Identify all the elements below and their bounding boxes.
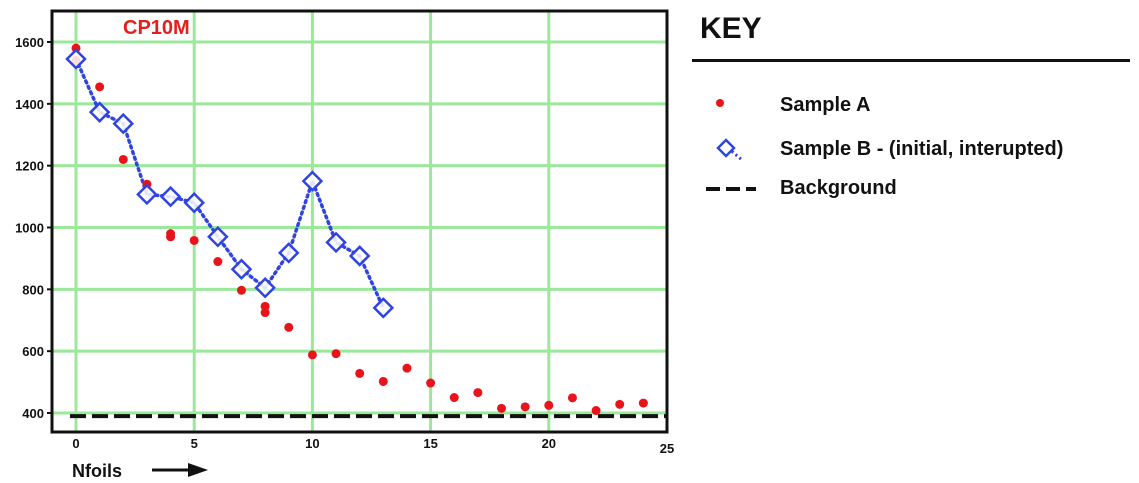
- sample-b-point-8: [254, 277, 276, 299]
- sample-a-point-19: [449, 393, 459, 403]
- legend-diamond-icon: [716, 138, 743, 162]
- sample-b-points: [65, 48, 395, 319]
- x-axis-ticks: 0 5 10 15 20 25: [72, 436, 674, 456]
- y-tick-label-1000: 1000: [15, 221, 44, 236]
- legend-dashed-line-icon: [706, 187, 756, 191]
- sample-a-point-16: [378, 376, 388, 386]
- sample-b-point-13: [372, 297, 395, 319]
- y-tick-label-1600: 1600: [15, 35, 44, 50]
- x-axis-label: Nfoils: [72, 461, 122, 481]
- sample-b-point-2: [112, 112, 135, 135]
- x-tick-label-20: 20: [542, 436, 556, 451]
- legend: KEY Sample A Sample B - (initial, interu…: [692, 0, 1139, 220]
- sample-a-point-22: [520, 402, 530, 412]
- y-tick-label-800: 800: [22, 282, 44, 297]
- sample-b-point-1: [88, 101, 111, 123]
- sample-a-point-0: [71, 43, 81, 53]
- sample-a-point-8: [213, 257, 223, 267]
- sample-b-point-4: [159, 185, 182, 208]
- sample-a-point-11: [260, 308, 270, 318]
- x-tick-label-25: 25: [660, 441, 674, 456]
- sample-a-point-18: [426, 378, 436, 388]
- sample-a-point-17: [402, 363, 412, 373]
- x-axis-arrow-icon: [152, 463, 208, 477]
- sample-a-point-26: [615, 399, 625, 409]
- sample-a-point-27: [638, 398, 648, 408]
- legend-label-sample-b: Sample B - (initial, interupted): [780, 138, 1064, 160]
- y-tick-label-1400: 1400: [15, 97, 44, 112]
- legend-divider: [692, 59, 1130, 62]
- legend-item-background: Background: [692, 173, 1139, 203]
- plot-frame: [50, 9, 669, 434]
- chart-title: CP10M: [123, 17, 190, 39]
- sample-a-point-2: [95, 82, 105, 92]
- sample-a-point-20: [473, 388, 483, 398]
- sample-b-line: [74, 57, 386, 310]
- y-tick-label-600: 600: [22, 344, 44, 359]
- legend-label-background: Background: [780, 177, 897, 199]
- sample-b-point-9: [277, 242, 300, 264]
- sample-b-point-10: [301, 170, 324, 192]
- y-tick-label-400: 400: [22, 406, 44, 421]
- sample-a-point-3: [118, 154, 128, 164]
- sample-b-point-11: [325, 231, 347, 254]
- x-tick-label-10: 10: [305, 436, 319, 451]
- chart: 400 600 800 1000 1200 1400 1600 0 5 10 15 20 25 CP1…: [15, 9, 674, 481]
- sample-a-point-15: [355, 368, 365, 378]
- sample-a-point-24: [567, 393, 577, 403]
- sample-a-point-25: [591, 406, 601, 416]
- legend-item-sample-b: Sample B - (initial, interupted): [692, 134, 1139, 164]
- sample-b-point-5: [183, 191, 205, 214]
- sample-b-line-layer: [74, 57, 386, 310]
- legend-dot-icon: [716, 99, 724, 107]
- legend-title: KEY: [700, 12, 762, 45]
- sample-b-point-12: [348, 245, 371, 267]
- grid: [52, 11, 669, 432]
- sample-a-point-9: [236, 285, 246, 295]
- sample-a-point-13: [307, 350, 317, 360]
- sample-a-point-10: [260, 301, 270, 311]
- sample-a-point-23: [544, 400, 554, 410]
- y-tick-label-1200: 1200: [15, 159, 44, 174]
- x-tick-label-15: 15: [423, 436, 437, 451]
- sample-a-point-14: [331, 349, 341, 359]
- legend-label-sample-a: Sample A: [780, 94, 871, 116]
- sample-a-points: [71, 43, 648, 416]
- y-axis-ticks: 400 600 800 1000 1200 1400 1600: [15, 35, 52, 421]
- sample-a-point-12: [284, 322, 294, 332]
- sample-b-point-3: [136, 183, 158, 206]
- sample-b-point-7: [230, 258, 253, 281]
- x-tick-label-5: 5: [191, 436, 198, 451]
- sample-a-point-7: [189, 235, 199, 245]
- x-tick-label-0: 0: [72, 436, 79, 451]
- sample-a-point-21: [497, 403, 507, 413]
- legend-item-sample-a: Sample A: [692, 90, 1139, 120]
- sample-a-point-6: [166, 232, 176, 242]
- sample-b-point-0: [65, 48, 87, 70]
- sample-b-point-6: [207, 226, 229, 248]
